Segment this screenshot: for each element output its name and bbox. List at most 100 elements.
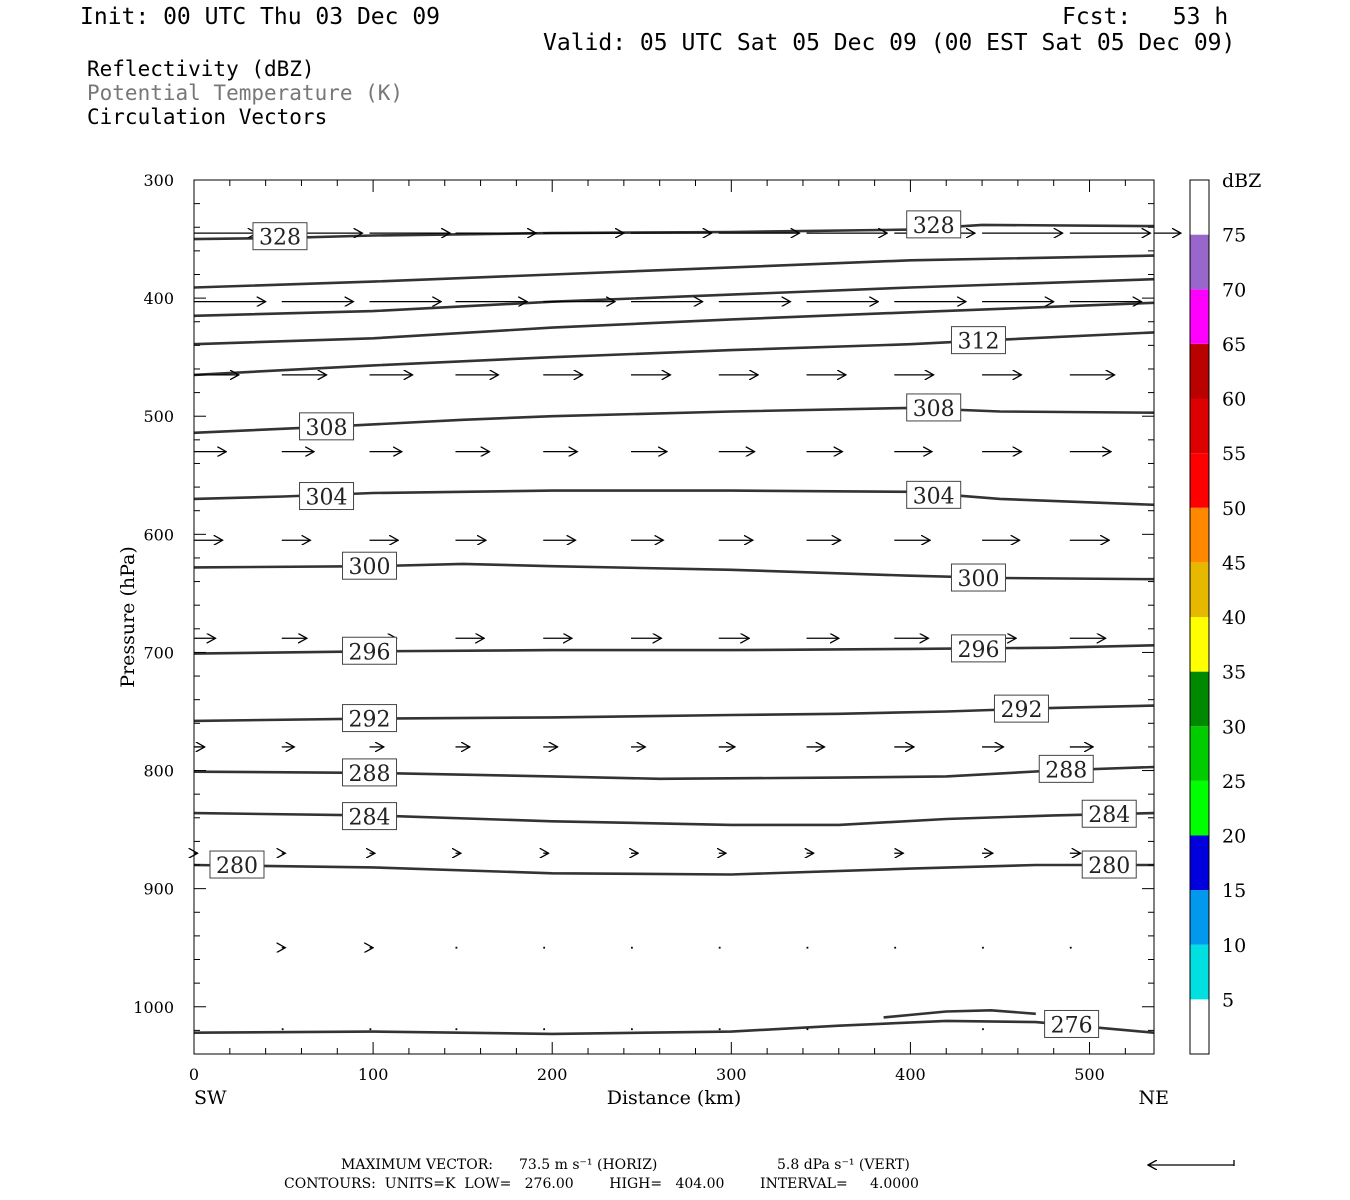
contours-info: CONTOURS: UNITS=K LOW= 276.00 HIGH= 404.… (284, 1176, 919, 1192)
colorbar-level-label: 10 (1222, 935, 1246, 957)
colorbar-level-label: 45 (1222, 552, 1246, 574)
colorbar: 5 10 15 20 25 30 35 40 45 50 55 60 65 70 75 (1189, 179, 1246, 1055)
colorbar-swatch (1190, 671, 1209, 727)
colorbar-swatch (1190, 562, 1209, 617)
x-tick-label: 500 (1074, 1065, 1105, 1084)
theta-contour-276 (193, 1019, 1155, 1036)
colorbar-title: dBZ (1222, 170, 1261, 192)
contour-label: 292 (349, 708, 391, 733)
colorbar-level-label: 60 (1222, 389, 1246, 411)
colorbar-frame (1189, 179, 1210, 1055)
theta-contour-304 (193, 489, 1155, 507)
contour-label-box (342, 802, 398, 831)
theta-contour-296 (193, 644, 1155, 655)
colorbar-swatch (1190, 944, 1209, 1000)
legend-reflectivity: Reflectivity (dBZ) (87, 57, 315, 81)
colorbar-level-label: 40 (1222, 607, 1246, 629)
contour-label: 284 (1088, 803, 1130, 828)
plot-frame (193, 179, 1155, 1055)
colorbar-level-label: 50 (1222, 498, 1246, 520)
contour-label-box (993, 694, 1049, 723)
init-time: Init: 00 UTC Thu 03 Dec 09 (80, 4, 441, 30)
colorbar-swatch (1190, 617, 1209, 672)
circulation-vectors (194, 233, 1181, 1031)
colorbar-swatch (1190, 343, 1209, 399)
contour-label: 300 (957, 567, 999, 592)
x-tick-label: 100 (358, 1065, 389, 1084)
theta-contour-284 (193, 811, 1155, 827)
contour-label-box (906, 393, 962, 422)
contour-label: 300 (349, 555, 391, 580)
contour-label: 288 (349, 762, 391, 787)
contour-label-box (906, 210, 962, 239)
colorbar-swatch (1190, 726, 1209, 781)
contour-label: 312 (957, 330, 999, 355)
x-axis-label: Distance (km) (607, 1087, 742, 1109)
y-tick-label: 300 (143, 171, 174, 190)
contour-label: 304 (306, 486, 348, 511)
contour-label: 284 (349, 806, 391, 831)
y-axis: 300 400 500 600 700 800 900 1000 (133, 171, 1154, 1031)
contour-label-box (1081, 799, 1137, 828)
contour-label: 308 (306, 416, 348, 441)
y-tick-label: 800 (143, 762, 174, 781)
x-tick-label: 300 (716, 1065, 747, 1084)
y-tick-label: 700 (143, 643, 174, 662)
contour-label-box (950, 634, 1006, 663)
reference-vector (1148, 1160, 1235, 1166)
colorbar-swatch (1190, 890, 1209, 945)
colorbar-swatch (1190, 289, 1209, 344)
contour-label: 328 (913, 214, 955, 239)
contour-label: 304 (913, 484, 955, 509)
colorbar-swatch (1190, 835, 1209, 891)
theta-contour-324 (193, 254, 1155, 289)
contour-label: 328 (259, 226, 301, 251)
contour-label: 296 (957, 638, 999, 663)
x-axis: 0 100 200 300 400 500 (189, 180, 1126, 1084)
x-axis-left-end-label: SW (194, 1087, 227, 1109)
forecast-hour: Fcst: 53 h (1062, 4, 1229, 30)
colorbar-level-label: 15 (1222, 880, 1246, 902)
y-tick-label: 500 (143, 407, 174, 426)
colorbar-level-label: 65 (1222, 334, 1246, 356)
contour-label-box (299, 482, 355, 511)
colorbar-level-label: 25 (1222, 771, 1246, 793)
contour-label-box (950, 563, 1006, 592)
x-axis-right-end-label: NE (1139, 1087, 1170, 1109)
colorbar-swatch (1190, 234, 1209, 290)
contour-label: 308 (913, 397, 955, 422)
theta-contour-280 (193, 863, 1154, 876)
theta-contour-328 (193, 223, 1155, 241)
x-tick-label: 0 (189, 1065, 199, 1084)
colorbar-swatch (1190, 398, 1209, 454)
contour-label: 292 (1000, 698, 1042, 723)
theta-contour-316 (193, 301, 1155, 346)
contour-label-box (342, 758, 398, 787)
legend-circulation-vectors: Circulation Vectors (87, 105, 328, 129)
theta-contour-300 (193, 562, 1155, 581)
y-tick-label: 900 (143, 880, 174, 899)
x-tick-label: 200 (537, 1065, 568, 1084)
colorbar-swatch (1190, 453, 1209, 508)
colorbar-level-label: 55 (1222, 443, 1246, 465)
contour-label-box (906, 480, 962, 509)
contour-label: 276 (1051, 1013, 1093, 1038)
theta-contour-288 (193, 765, 1155, 781)
colorbar-swatch (1190, 780, 1209, 836)
y-tick-label: 600 (143, 525, 174, 544)
contour-label: 288 (1045, 758, 1087, 783)
contour-label: 280 (1088, 854, 1130, 879)
colorbar-level-label: 30 (1222, 716, 1246, 738)
contour-label: 280 (216, 854, 258, 879)
max-vector-vertical: 5.8 dPa s⁻¹ (VERT) (777, 1157, 910, 1173)
y-axis-label: Pressure (hPa) (117, 546, 139, 688)
colorbar-swatch (1190, 180, 1209, 235)
contour-label-box (1038, 754, 1094, 783)
max-vector-horizontal: 73.5 m s⁻¹ (HORIZ) (519, 1157, 658, 1173)
theta-contour-276 (883, 1008, 1036, 1019)
theta-contour-320 (193, 277, 1155, 318)
y-tick-label: 1000 (133, 998, 174, 1017)
valid-time: Valid: 05 UTC Sat 05 Dec 09 (00 EST Sat … (543, 30, 1236, 56)
